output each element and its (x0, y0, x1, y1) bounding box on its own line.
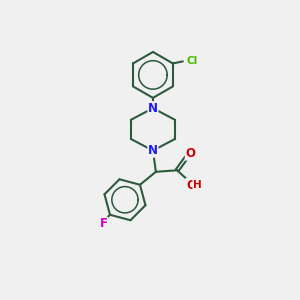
Text: N: N (148, 102, 158, 115)
Text: Cl: Cl (187, 56, 198, 66)
Text: H: H (193, 180, 202, 190)
Text: F: F (100, 217, 107, 230)
Text: N: N (148, 144, 158, 157)
Text: O: O (185, 147, 195, 160)
Text: O: O (186, 178, 196, 191)
